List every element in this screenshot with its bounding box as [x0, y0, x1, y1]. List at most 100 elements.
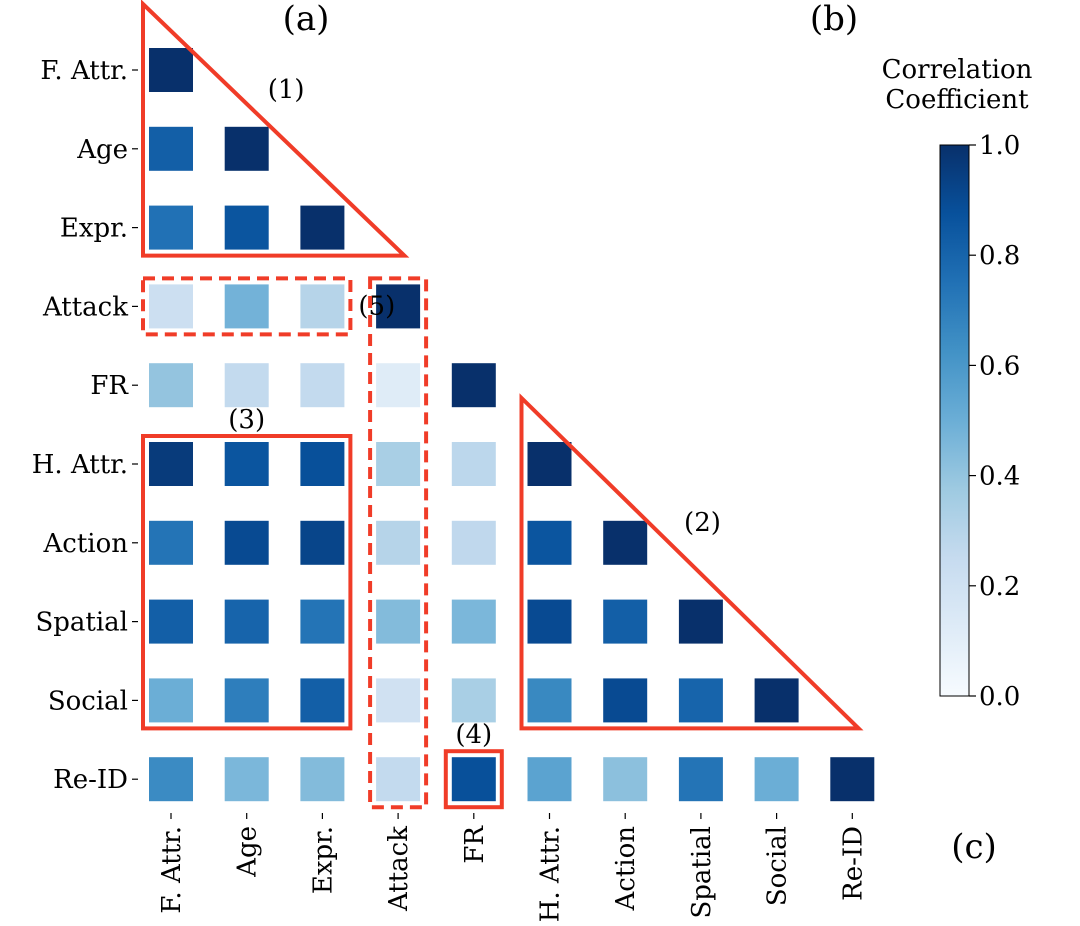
col-label-spatial: Spatial [687, 826, 717, 919]
annotation-1-label: (1) [268, 75, 305, 105]
cell-attack-expr [300, 284, 345, 329]
cell-age-age [224, 126, 269, 171]
cell-social-expr [300, 678, 345, 723]
cell-h-attr-fr [451, 442, 496, 486]
row-label-fr: FR [90, 371, 129, 401]
cell-fr-f-attr [149, 363, 193, 408]
cell-spatial-age [224, 599, 269, 644]
cell-fr-age [224, 363, 269, 408]
cell-social-spatial [678, 678, 723, 723]
colorbar: Correlation Coefficient 0.0 0.2 0.4 0.6 0.8 1… [882, 55, 1033, 712]
colorbar-tick-label-0-8: 0.8 [979, 241, 1020, 271]
row-axis: F. Attr. Age Expr. Attack FR H. Attr. Action Sp… [32, 56, 138, 795]
annotation-3-outline [141, 434, 353, 731]
cell-spatial-attack [376, 599, 421, 644]
row-label-h-attr: H. Attr. [32, 450, 128, 480]
cell-social-social [754, 678, 799, 723]
colorbar-tick-label-0-0: 0.0 [979, 682, 1020, 712]
cell-action-attack [376, 520, 421, 565]
annotation-3-label: (3) [228, 405, 265, 435]
cell-re-id-f-attr [149, 757, 193, 802]
col-label-expr: Expr. [308, 826, 338, 894]
row-label-social: Social [48, 686, 128, 716]
cell-spatial-f-attr [149, 599, 193, 644]
cell-re-id-h-attr [527, 757, 572, 802]
cell-fr-expr [300, 363, 345, 408]
col-label-action: Action [611, 826, 641, 912]
row-label-re-id: Re-ID [53, 765, 128, 795]
cell-spatial-fr [451, 599, 496, 644]
colorbar-ticks: 0.0 0.2 0.4 0.6 0.8 1.0 [969, 131, 1020, 712]
cell-re-id-age [224, 757, 269, 802]
cell-fr-attack [376, 363, 421, 408]
colorbar-title-line-2: Coefficient [885, 85, 1029, 115]
col-label-h-attr: H. Attr. [536, 826, 566, 922]
row-label-age: Age [76, 135, 128, 165]
colorbar-gradient [939, 144, 970, 697]
cell-h-attr-attack [376, 442, 421, 486]
cell-expr-age [224, 205, 269, 250]
cell-social-h-attr [527, 678, 572, 723]
cell-re-id-social [754, 757, 799, 802]
cell-action-action [603, 520, 648, 565]
cell-h-attr-h-attr [527, 442, 572, 486]
panel-label-b: (b) [810, 0, 858, 39]
annotation-layer: (1) (2) (3) (4) (5) [141, 0, 864, 810]
cell-spatial-spatial [678, 599, 723, 644]
annotation-4-outline [443, 749, 504, 810]
cell-attack-age [224, 284, 269, 329]
col-label-social: Social [763, 826, 793, 906]
row-label-f-attr: F. Attr. [40, 56, 128, 86]
cell-expr-expr [300, 205, 345, 250]
cell-action-h-attr [527, 520, 572, 565]
cell-social-fr [451, 678, 496, 723]
colorbar-tick-label-1-0: 1.0 [979, 131, 1020, 161]
cell-re-id-action [603, 757, 648, 802]
cell-re-id-re-id [830, 757, 875, 802]
row-label-attack: Attack [42, 292, 128, 322]
cell-fr-fr [451, 363, 496, 408]
colorbar-title-line-1: Correlation [882, 55, 1033, 85]
cell-re-id-expr [300, 757, 345, 802]
col-label-fr: FR [460, 825, 490, 864]
cell-age-f-attr [149, 126, 193, 171]
panel-label-c: (c) [951, 827, 997, 867]
cell-re-id-attack [376, 757, 421, 802]
annotation-5-label: (5) [358, 291, 395, 321]
cell-social-action [603, 678, 648, 723]
cell-f-attr-f-attr [149, 48, 193, 92]
cell-spatial-expr [300, 599, 345, 644]
cell-h-attr-age [224, 442, 269, 486]
colorbar-tick-label-0-4: 0.4 [979, 462, 1020, 492]
cell-action-age [224, 520, 269, 565]
colorbar-tick-label-0-6: 0.6 [979, 351, 1020, 381]
cell-social-f-attr [149, 678, 193, 723]
cell-expr-f-attr [149, 205, 193, 250]
col-label-age: Age [233, 826, 263, 878]
cell-re-id-fr [451, 757, 496, 802]
cell-h-attr-f-attr [149, 442, 193, 486]
colorbar-tick-label-0-2: 0.2 [979, 572, 1020, 602]
row-label-action: Action [43, 529, 129, 559]
cell-action-expr [300, 520, 345, 565]
annotation-2-label: (2) [684, 508, 721, 538]
panel-label-a: (a) [283, 0, 330, 39]
annotation-2-outline [519, 393, 864, 731]
cell-h-attr-expr [300, 442, 345, 486]
col-label-f-attr: F. Attr. [157, 826, 187, 914]
row-label-spatial: Spatial [35, 608, 128, 638]
annotation-1-outline [141, 0, 410, 258]
cell-social-attack [376, 678, 421, 723]
column-axis: F. Attr. Age Expr. Attack FR H. Attr. Action Sp… [157, 813, 868, 922]
col-label-attack: Attack [384, 826, 414, 912]
heatmap-cells [149, 48, 875, 802]
cell-re-id-spatial [678, 757, 723, 802]
annotation-5-outline [141, 276, 353, 337]
annotation-4-label: (4) [455, 720, 492, 750]
cell-attack-attack [376, 284, 421, 329]
cell-action-f-attr [149, 520, 193, 565]
cell-spatial-action [603, 599, 648, 644]
cell-spatial-h-attr [527, 599, 572, 644]
cell-social-age [224, 678, 269, 723]
